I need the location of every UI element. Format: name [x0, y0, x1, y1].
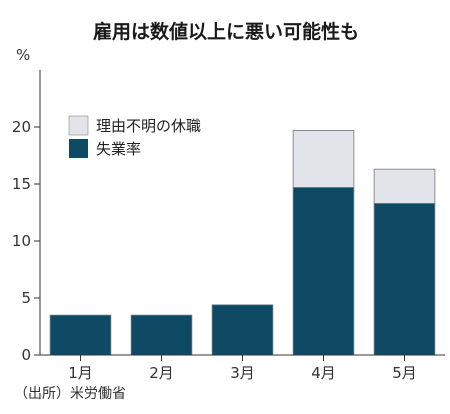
x-tick-label: 4月	[311, 364, 336, 382]
y-tick-label: 15	[12, 175, 31, 193]
x-tick-label: 2月	[149, 364, 174, 382]
legend-label-unemployment: 失業率	[96, 140, 141, 158]
x-tick-label: 1月	[68, 364, 93, 382]
x-axis: 1月 2月 3月 4月 5月	[68, 355, 417, 382]
y-tick-label: 5	[21, 289, 31, 307]
legend: 理由不明の休職 失業率	[68, 115, 201, 158]
bar-unexplained-leave	[373, 168, 436, 204]
legend-swatch-unemployment	[69, 139, 88, 158]
y-axis-unit: %	[16, 46, 30, 64]
y-tick-label: 20	[12, 118, 31, 136]
source-note: （出所）米労働省	[14, 386, 126, 402]
bar-unemployment	[373, 202, 436, 356]
y-axis: 0 5 10 15 20	[12, 118, 40, 364]
legend-label-unexplained-leave: 理由不明の休職	[96, 117, 201, 135]
x-tick-label: 3月	[230, 364, 255, 382]
chart-title: 雇用は数値以上に悪い可能性も	[93, 20, 359, 43]
bars	[49, 130, 436, 356]
bar-unemployment	[292, 187, 355, 356]
bar-unemployment	[130, 314, 193, 356]
y-tick-label: 0	[21, 346, 31, 364]
bar-unemployment	[211, 304, 274, 356]
legend-swatch-unexplained-leave	[68, 115, 89, 136]
y-tick-label: 10	[12, 232, 31, 250]
bar-unemployment	[49, 314, 112, 356]
x-tick-label: 5月	[392, 364, 417, 382]
bar-unexplained-leave	[292, 130, 355, 188]
